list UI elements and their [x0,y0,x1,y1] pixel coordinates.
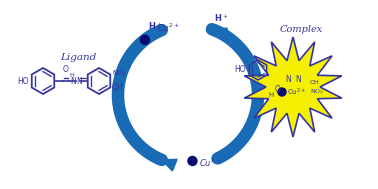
Text: Cu$^{2+}$: Cu$^{2+}$ [287,86,306,98]
Text: $Cu^{2+}$: $Cu^{2+}$ [200,157,222,169]
Circle shape [278,88,286,96]
Text: N: N [70,77,76,85]
Text: $Cu^{2+}$: $Cu^{2+}$ [157,21,180,34]
Polygon shape [244,37,342,137]
Text: O: O [275,85,281,94]
Text: HO: HO [234,64,246,74]
Text: NO$_2$: NO$_2$ [310,88,324,96]
Text: H: H [268,92,274,98]
Text: HO: HO [17,77,29,85]
Text: O: O [63,66,69,74]
Text: Complex: Complex [279,25,323,33]
Text: OH: OH [310,80,320,84]
Text: N: N [285,74,291,84]
Text: N: N [295,74,301,84]
Text: H: H [70,73,74,78]
Text: NO$_2$: NO$_2$ [112,69,127,79]
Text: H$^+$: H$^+$ [148,20,163,32]
Polygon shape [162,159,177,171]
Circle shape [188,156,197,165]
Text: Ligand: Ligand [60,53,96,61]
Polygon shape [212,28,227,40]
Text: H$^+$: H$^+$ [214,13,228,24]
Circle shape [140,35,149,44]
Text: OH: OH [112,84,124,92]
Text: N: N [76,77,82,85]
